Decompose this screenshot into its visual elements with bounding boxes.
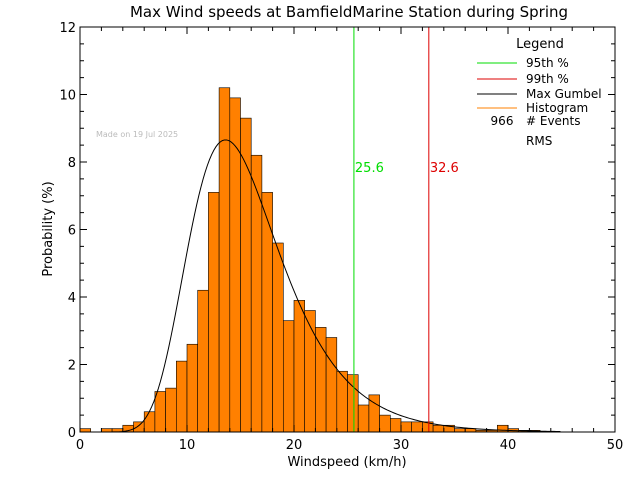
percentile-95-label: 25.6 — [355, 161, 384, 176]
histogram-bars — [79, 87, 541, 433]
percentile-99-label: 32.6 — [430, 161, 459, 176]
gumbel-curve — [106, 139, 561, 433]
x-axis-label: Windspeed (km/h) — [287, 455, 406, 470]
histogram-bar — [143, 411, 156, 433]
histogram-bar — [336, 370, 348, 433]
legend-entry-99: 99th % — [526, 72, 569, 86]
histogram-bar — [454, 428, 466, 433]
histogram-bar — [79, 428, 91, 433]
y-tick-label: 4 — [68, 291, 76, 306]
histogram-bar — [282, 320, 295, 433]
legend-entry-gumbel: Max Gumbel — [526, 87, 602, 101]
x-tick-label: 40 — [500, 438, 517, 453]
histogram-bar — [400, 421, 412, 433]
histogram-bar — [315, 327, 327, 433]
histogram-bar — [218, 87, 231, 433]
axis-ticks: 0 10 20 30 40 50 0 2 4 6 8 10 12 — [59, 21, 623, 453]
histogram-bar — [272, 242, 284, 433]
legend-events-label: # Events — [526, 114, 581, 128]
histogram-bar — [304, 310, 316, 433]
y-tick-label: 2 — [68, 359, 76, 374]
x-tick-label: 50 — [607, 438, 624, 453]
histogram-bar — [496, 424, 509, 433]
histogram-bar — [325, 337, 338, 433]
histogram-bar — [250, 154, 263, 433]
legend-rms-label: RMS — [526, 134, 552, 148]
histogram-bar — [154, 391, 166, 433]
x-tick-label: 0 — [76, 438, 84, 453]
legend-events-count: 966 — [491, 114, 514, 128]
histogram-bar — [186, 343, 198, 433]
histogram-bar — [379, 414, 391, 433]
y-tick-label: 6 — [68, 224, 76, 239]
histogram-bar — [208, 192, 220, 433]
x-tick-label: 20 — [286, 438, 303, 453]
histogram-bar — [133, 421, 145, 433]
y-tick-label: 0 — [68, 426, 76, 441]
x-tick-label: 30 — [393, 438, 410, 453]
y-axis-label: Probability (%) — [41, 181, 56, 276]
histogram-bar — [293, 300, 305, 433]
histogram-bar — [176, 360, 188, 433]
y-tick-label: 10 — [59, 89, 76, 104]
histogram-bar — [229, 97, 241, 433]
legend-entry-histogram: Histogram — [526, 101, 588, 115]
y-tick-label: 12 — [59, 21, 76, 36]
histogram-bar — [197, 289, 209, 433]
chart-title: Max Wind speeds at BamfieldMarine Statio… — [130, 3, 568, 21]
histogram-bar — [432, 424, 445, 433]
x-tick-label: 10 — [179, 438, 196, 453]
legend-title: Legend — [516, 37, 564, 52]
legend-entry-95: 95th % — [526, 56, 569, 70]
histogram-bar — [389, 418, 402, 433]
histogram-bar — [411, 421, 423, 433]
histogram-bar — [165, 387, 177, 433]
made-on-note: Made on 19 Jul 2025 — [96, 130, 178, 139]
histogram-bar — [357, 404, 370, 433]
y-tick-label: 8 — [68, 156, 76, 171]
legend: Legend 95th % 99th % Max Gumbel Histogra… — [477, 37, 602, 148]
